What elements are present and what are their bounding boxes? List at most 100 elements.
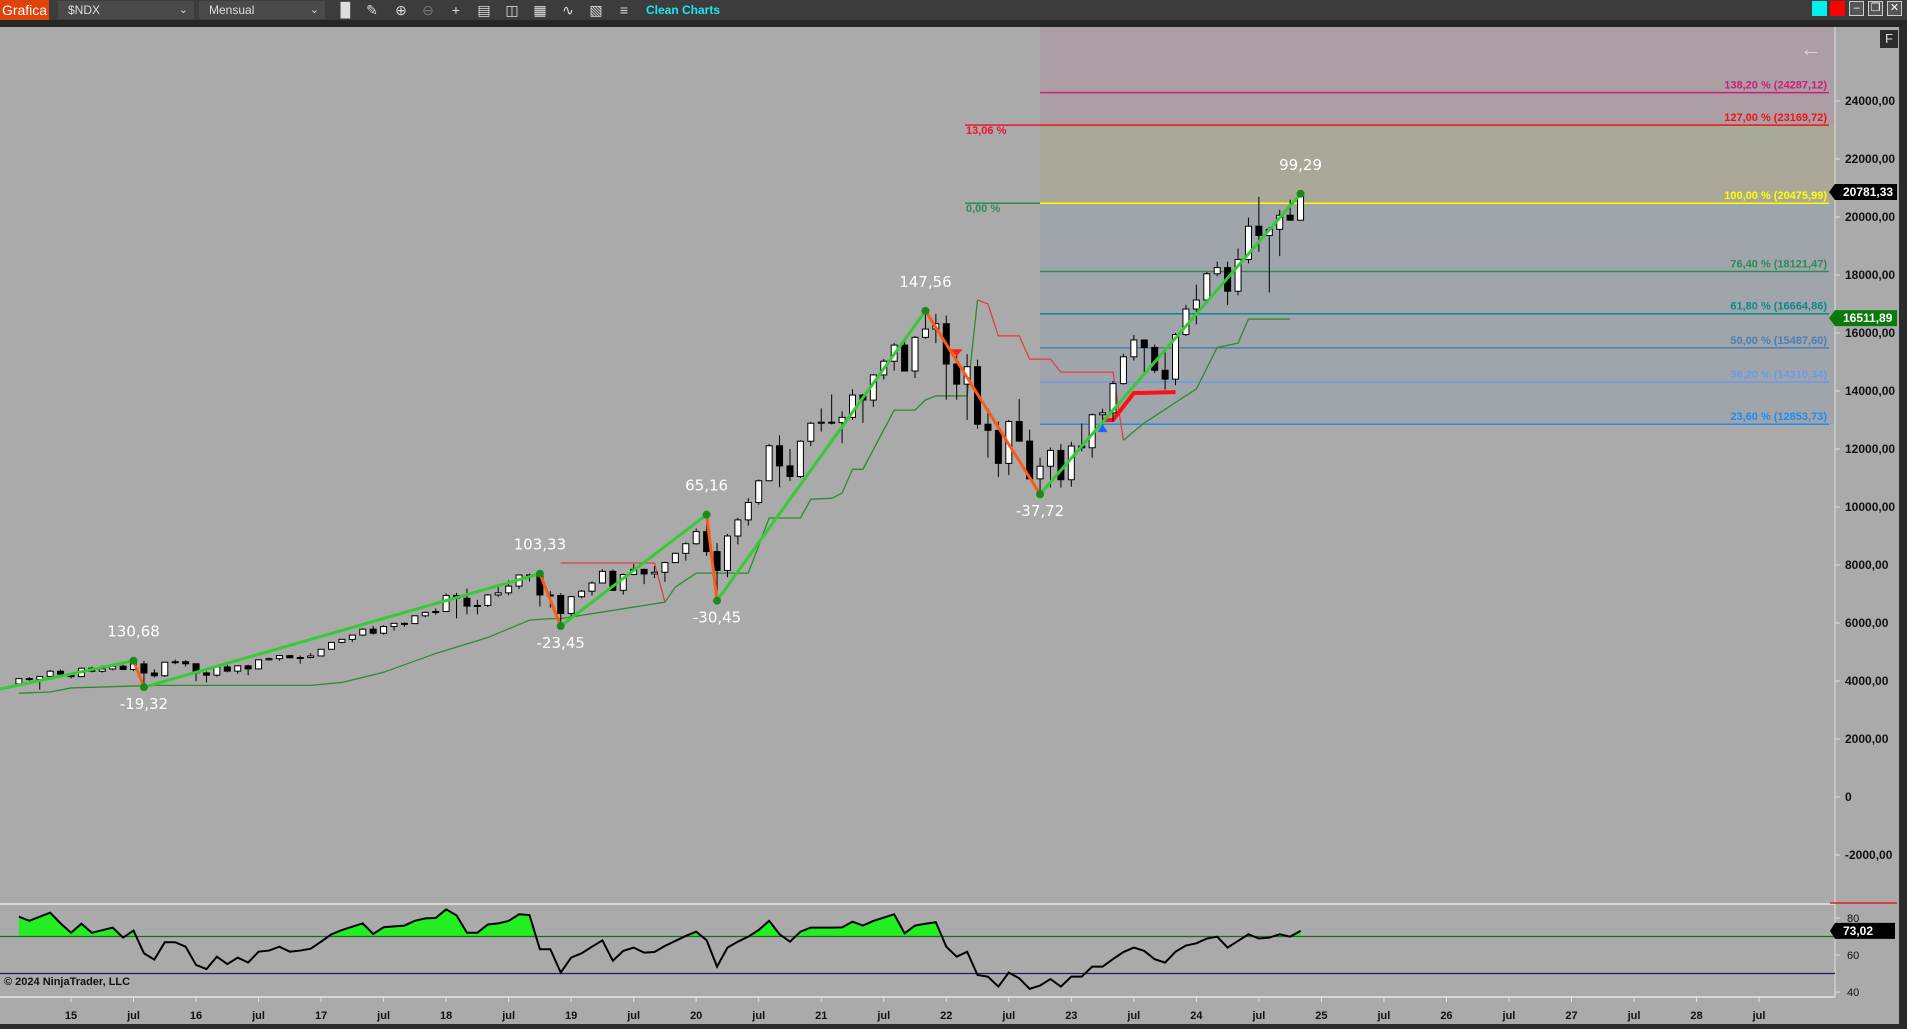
chart-f-button[interactable]: F bbox=[1880, 30, 1898, 48]
candle-body bbox=[421, 611, 429, 617]
price-tag-label: 16511,89 bbox=[1843, 311, 1893, 325]
pivot-label: -19,32 bbox=[120, 695, 168, 713]
zigzag-pivot bbox=[921, 306, 930, 315]
minimize-icon[interactable]: – bbox=[1849, 1, 1864, 16]
time-tick-label: jul bbox=[876, 1010, 890, 1022]
time-tick-label: jul bbox=[1627, 1010, 1641, 1022]
trailing-stop-green bbox=[1123, 318, 1291, 441]
zigzag-leg bbox=[559, 513, 708, 628]
time-tick-label: 23 bbox=[1065, 1010, 1077, 1022]
pivot-label: -23,45 bbox=[537, 634, 585, 652]
price-tick-label: 22000,00 bbox=[1845, 152, 1895, 166]
clean-charts-label[interactable]: Clean Charts bbox=[646, 3, 721, 17]
time-tick-label: 15 bbox=[65, 1010, 77, 1022]
candle-body bbox=[98, 668, 106, 672]
candle-body bbox=[911, 336, 919, 372]
candle-body bbox=[567, 596, 575, 614]
time-tick-label: jul bbox=[751, 1010, 765, 1022]
candle-body bbox=[984, 423, 992, 431]
price-tick-label: 2000,00 bbox=[1845, 732, 1889, 746]
time-tick-label: jul bbox=[1126, 1010, 1140, 1022]
candle-body bbox=[390, 622, 398, 627]
data-box-icon[interactable]: ▤ bbox=[477, 2, 491, 18]
cyan-color-icon[interactable] bbox=[1812, 1, 1827, 16]
signal-line-red bbox=[1102, 390, 1176, 422]
toolbar-divider bbox=[0, 20, 1907, 27]
candle-body bbox=[432, 610, 440, 613]
time-tick-label: 16 bbox=[190, 1010, 202, 1022]
time-tick-label: 20 bbox=[690, 1010, 702, 1022]
candle-body bbox=[692, 531, 700, 545]
candle-body bbox=[463, 597, 471, 607]
candle-body bbox=[807, 422, 815, 442]
zigzag-leg bbox=[132, 660, 146, 688]
candle-body bbox=[317, 648, 325, 657]
candle-body bbox=[1213, 267, 1221, 275]
candle-body bbox=[1046, 449, 1054, 467]
candle-body bbox=[244, 665, 252, 670]
candle-body bbox=[296, 657, 304, 660]
red-color-icon[interactable] bbox=[1830, 1, 1845, 16]
candle-body bbox=[234, 665, 242, 672]
time-tick-label: jul bbox=[1001, 1010, 1015, 1022]
candle-body bbox=[1099, 412, 1107, 416]
time-tick-label: 19 bbox=[565, 1010, 577, 1022]
fib-level-label: 50,00 % (15487,60) bbox=[1730, 335, 1827, 347]
price-tick-label: 4000,00 bbox=[1845, 674, 1889, 688]
price-tag bbox=[1829, 310, 1897, 327]
bar-type-icon[interactable]: ▉ bbox=[340, 2, 352, 18]
candle-body bbox=[140, 663, 148, 674]
osc-value-tag bbox=[1830, 922, 1895, 939]
candle-body bbox=[817, 421, 825, 424]
strategies-icon[interactable]: ∿ bbox=[562, 2, 574, 18]
period-selector[interactable]: Mensual ⌄ bbox=[199, 1, 325, 19]
candle-body bbox=[380, 625, 388, 634]
time-tick-label: jul bbox=[1251, 1010, 1265, 1022]
trailing-stop-red bbox=[977, 299, 1125, 441]
zigzag-leg bbox=[0, 659, 134, 691]
fib-level-label: 76,40 % (18121,47) bbox=[1730, 258, 1827, 270]
price-tick-label: 10000,00 bbox=[1845, 500, 1895, 514]
candle-body bbox=[1286, 214, 1294, 221]
candle-body bbox=[953, 363, 961, 385]
fib-level-label: 38,20 % (14310,34) bbox=[1730, 369, 1827, 381]
zoom-in-icon[interactable]: ⊕ bbox=[395, 2, 407, 18]
zigzag-leg bbox=[705, 514, 719, 601]
candle-body bbox=[609, 570, 617, 591]
instrument-selector[interactable]: $NDX ⌄ bbox=[58, 1, 194, 19]
candle-body bbox=[150, 672, 158, 677]
down-triangle-marker bbox=[950, 349, 963, 357]
crosshair-icon[interactable]: + bbox=[451, 2, 461, 18]
zigzag-pivot bbox=[535, 569, 544, 578]
zigzag-pivot bbox=[713, 596, 722, 605]
restore-icon[interactable]: ❐ bbox=[1868, 1, 1883, 16]
fib-zone-top bbox=[1040, 27, 1835, 126]
candle-body bbox=[255, 659, 263, 670]
properties-list-icon[interactable]: ≡ bbox=[619, 2, 629, 18]
chart-trader-icon[interactable]: ◫ bbox=[505, 2, 519, 18]
back-arrow-icon[interactable]: ← bbox=[1800, 36, 1822, 61]
time-tick-label: jul bbox=[501, 1010, 515, 1022]
close-icon[interactable]: ✕ bbox=[1887, 1, 1902, 16]
candle-body bbox=[598, 570, 606, 584]
chart-tab[interactable]: Grafica bbox=[0, 0, 49, 20]
fib-side-label: 13,06 % bbox=[966, 125, 1007, 137]
candle-body bbox=[119, 665, 127, 670]
pivot-label: 65,16 bbox=[685, 477, 728, 495]
candle-body bbox=[46, 670, 54, 677]
candle-body bbox=[1057, 449, 1065, 481]
zigzag-leg bbox=[538, 573, 563, 627]
price-tick-label: 24000,00 bbox=[1845, 94, 1895, 108]
osc-tick-label: 60 bbox=[1847, 950, 1859, 962]
zoom-out-icon[interactable]: ⊖ bbox=[422, 2, 434, 18]
time-tick-label: jul bbox=[1502, 1010, 1516, 1022]
zigzag-pivot bbox=[139, 683, 148, 692]
templates-icon[interactable]: ▧ bbox=[589, 2, 603, 18]
draw-pencil-icon[interactable]: ✎ bbox=[366, 2, 378, 18]
price-tick-label: 16000,00 bbox=[1845, 326, 1895, 340]
indicators-icon[interactable]: ▦ bbox=[533, 2, 547, 18]
pivot-label: 103,33 bbox=[514, 536, 567, 554]
price-tick-label: 12000,00 bbox=[1845, 442, 1895, 456]
zigzag-leg bbox=[924, 310, 1042, 496]
